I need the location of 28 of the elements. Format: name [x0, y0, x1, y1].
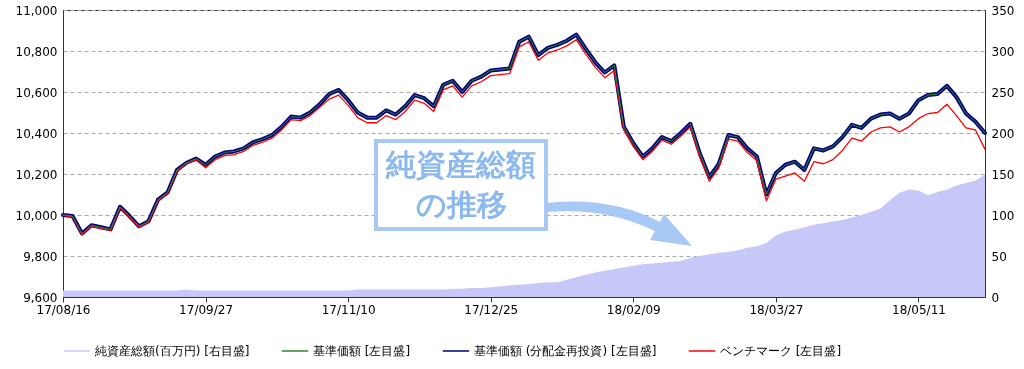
legend-label: 基準価額 [左目盛] [313, 344, 411, 358]
y2-tick-label: 300 [991, 44, 1015, 59]
y2-tick-label: 350 [991, 3, 1015, 18]
y-tick-label: 10,600 [15, 85, 58, 100]
y2-tick-label: 0 [991, 290, 1000, 305]
x-tick-label: 18/02/09 [606, 302, 661, 317]
x-tick-label: 17/08/16 [36, 302, 91, 317]
x-tick-label: 18/05/11 [892, 302, 946, 317]
legend-label: ベンチマーク [左目盛] [720, 344, 842, 358]
y2-tick-label: 250 [991, 85, 1015, 100]
y2-tick-label: 150 [991, 167, 1015, 182]
y2-tick-label: 100 [991, 208, 1015, 223]
x-tick-label: 17/09/27 [179, 302, 234, 317]
x-tick-label: 18/03/27 [749, 302, 804, 317]
y-tick-label: 11,000 [15, 3, 58, 18]
y-tick-label: 10,400 [15, 126, 58, 141]
y2-tick-label: 50 [991, 249, 1007, 264]
y-tick-label: 10,000 [15, 208, 58, 223]
annotation: 純資産総額の推移 [374, 139, 548, 231]
y2-tick-label: 200 [991, 126, 1015, 141]
x-tick-label: 17/11/10 [321, 302, 376, 317]
y-tick-label: 10,200 [15, 167, 58, 182]
y-tick-label: 9,600 [23, 290, 58, 305]
legend-label: 基準価額 (分配金再投資) [左目盛] [474, 344, 657, 358]
x-tick-label: 17/12/25 [464, 302, 519, 317]
y-tick-label: 9,800 [23, 249, 58, 264]
legend-label: 純資産総額(百万円) [右目盛] [95, 344, 250, 358]
y-tick-label: 10,800 [15, 44, 58, 59]
